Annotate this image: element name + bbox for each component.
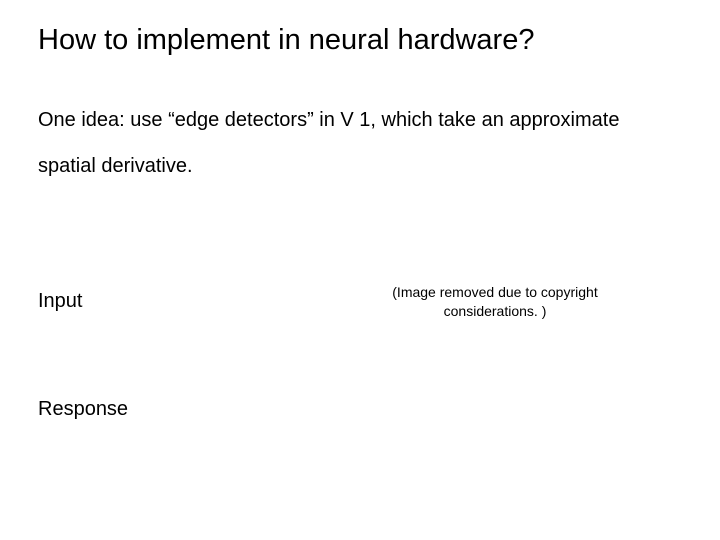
response-label: Response xyxy=(38,398,128,421)
slide-description: One idea: use “edge detectors” in V 1, w… xyxy=(38,97,682,189)
input-label: Input xyxy=(38,290,82,313)
copyright-note: (Image removed due to copyright consider… xyxy=(380,283,610,321)
slide-title: How to implement in neural hardware? xyxy=(38,24,682,57)
slide-container: How to implement in neural hardware? One… xyxy=(0,0,720,540)
